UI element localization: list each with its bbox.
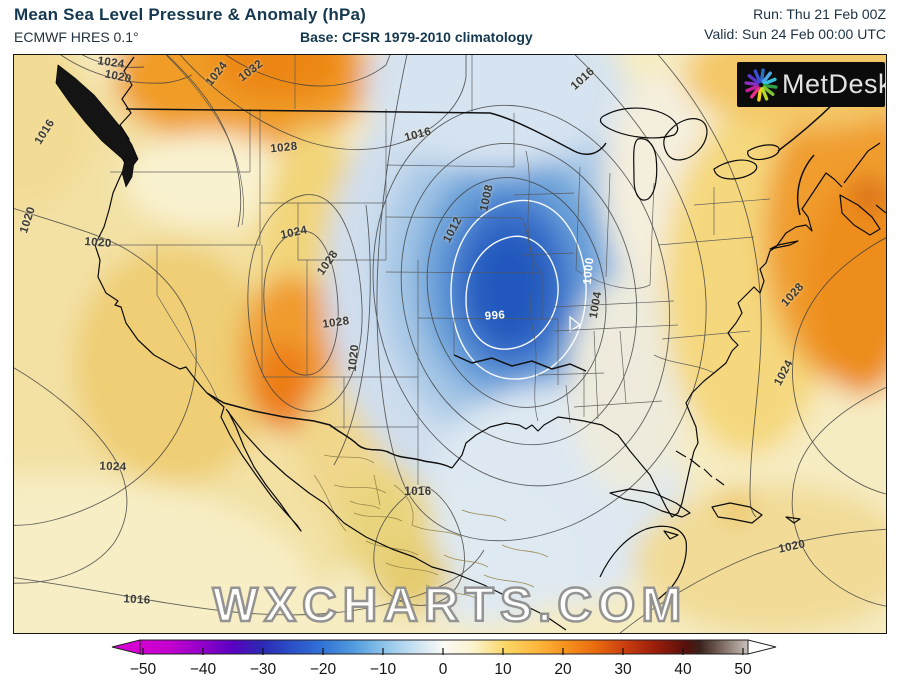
contour-label: 1024 bbox=[99, 460, 127, 474]
weather-map: MetDesk WXCHARTS.COM 1016 1024 1020 1024 103… bbox=[13, 54, 887, 634]
run-time-label: Run: Thu 21 Feb 00Z bbox=[753, 6, 886, 22]
watermark-text: WXCHARTS.COM bbox=[211, 578, 688, 633]
contour-label: 1016 bbox=[123, 593, 151, 607]
contour-label: 1016 bbox=[404, 486, 432, 498]
anomaly-colorbar: −50 −40 −30 −20 −10 0 10 20 30 40 50 bbox=[111, 639, 777, 678]
model-label: ECMWF HRES 0.1° bbox=[14, 29, 139, 45]
anomaly-shading-layer bbox=[14, 55, 886, 633]
valid-time-label: Valid: Sun 24 Feb 00:00 UTC bbox=[704, 26, 886, 42]
map-canvas bbox=[14, 55, 886, 633]
colorbar-tick-label: 0 bbox=[439, 661, 448, 678]
state-borders-layer bbox=[95, 55, 771, 485]
metdesk-logo: MetDesk bbox=[737, 62, 887, 107]
colorbar-tick-label: −40 bbox=[190, 661, 217, 678]
colorbar-tick-label: −20 bbox=[310, 661, 337, 678]
colorbar-tick-label: −30 bbox=[250, 661, 277, 678]
colorbar-tick-label: 40 bbox=[674, 661, 692, 678]
climatology-base-label: Base: CFSR 1979-2010 climatology bbox=[300, 29, 533, 45]
contour-label: 1020 bbox=[84, 236, 112, 250]
low-center-contours bbox=[450, 199, 587, 380]
coastline-layer bbox=[55, 56, 886, 631]
metdesk-logo-text: MetDesk bbox=[782, 69, 887, 99]
metdesk-starburst-icon bbox=[744, 67, 778, 102]
page-title: Mean Sea Level Pressure & Anomaly (hPa) bbox=[14, 5, 367, 24]
colorbar-tick-label: 30 bbox=[614, 661, 632, 678]
colorbar-tick-label: 10 bbox=[494, 661, 512, 678]
contour-label: 996 bbox=[484, 309, 506, 323]
colorbar-tick-label: 20 bbox=[554, 661, 572, 678]
colorbar-tick-label: −10 bbox=[370, 661, 397, 678]
colorbar-tick-label: 50 bbox=[734, 661, 752, 678]
mexico-borders-layer bbox=[313, 454, 549, 600]
colorbar-tick-label: −50 bbox=[130, 661, 157, 678]
pressure-contour-layer bbox=[14, 55, 886, 633]
